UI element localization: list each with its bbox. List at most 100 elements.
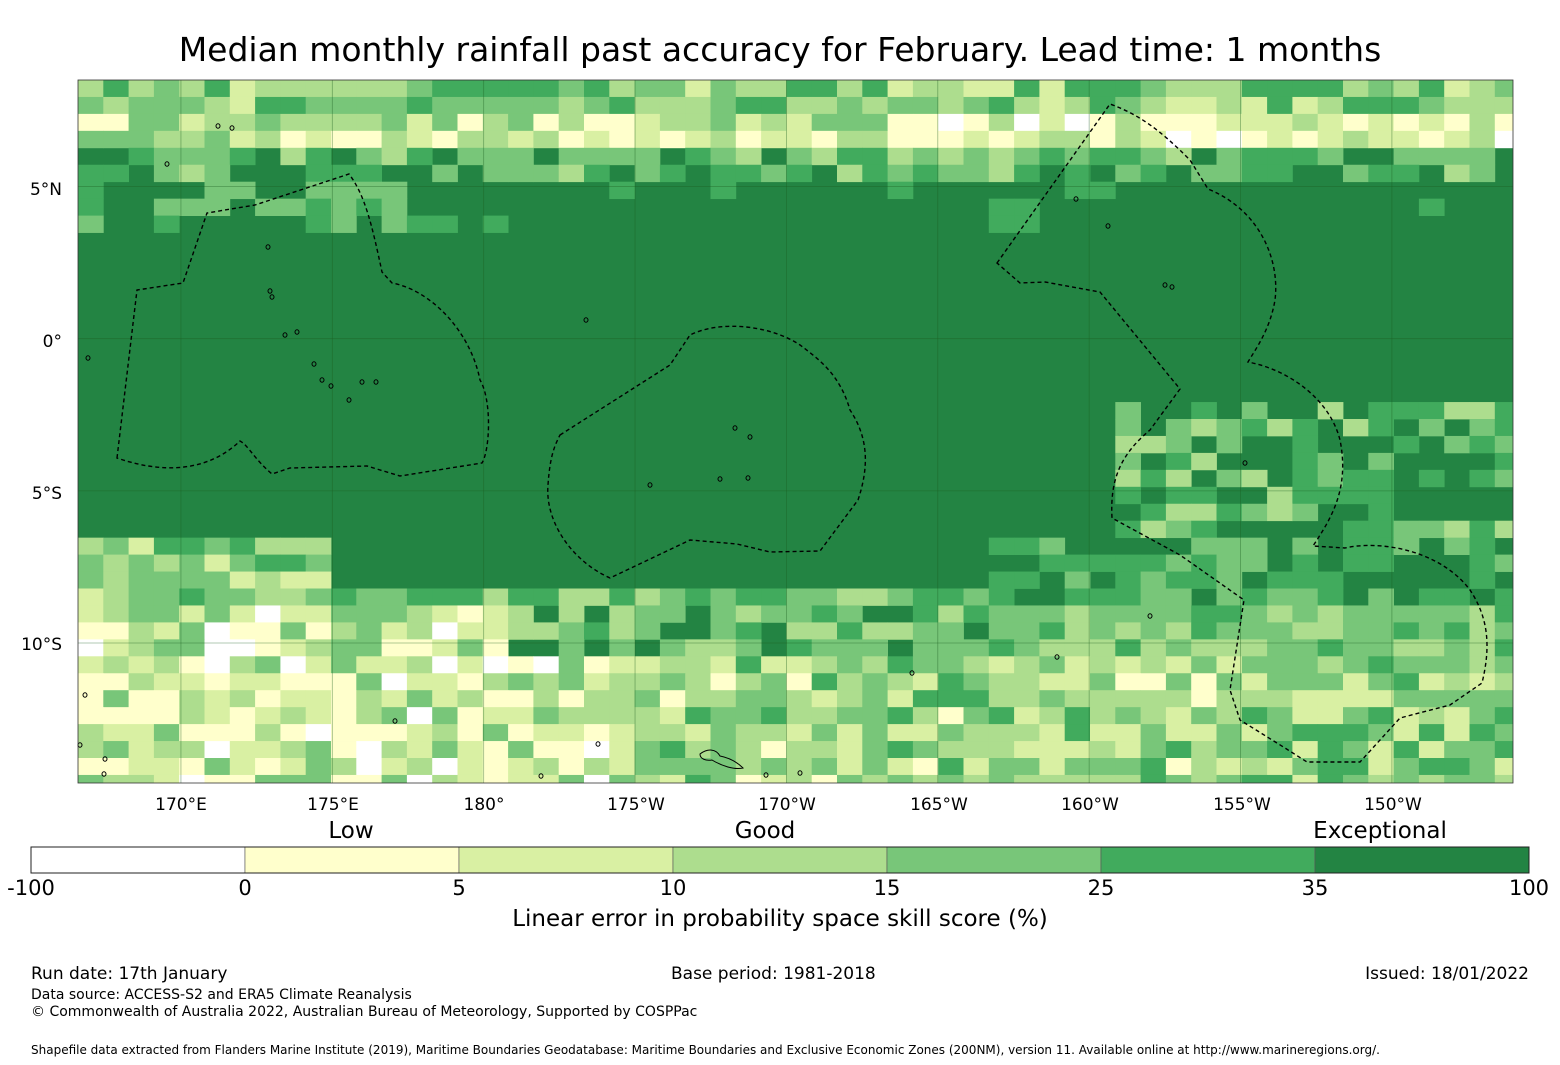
grid-cell — [1115, 486, 1141, 505]
grid-cell — [128, 605, 155, 623]
grid-cell — [1444, 435, 1470, 454]
grid-cell — [558, 690, 585, 708]
grid-cell — [533, 774, 560, 783]
grid-cell — [659, 724, 686, 742]
grid-cell — [229, 758, 256, 776]
grid-cell — [1140, 147, 1167, 166]
grid-cell — [356, 80, 382, 98]
grid-cell — [204, 741, 231, 759]
grid-cell — [963, 673, 990, 691]
grid-cell — [406, 639, 433, 657]
grid-cell — [735, 113, 762, 132]
grid-cell — [305, 741, 332, 759]
grid-cell — [710, 588, 737, 606]
grid-cell — [153, 198, 180, 216]
grid-cell — [78, 198, 104, 216]
island-coastlines — [77, 123, 1248, 779]
lon-label-160w: 160°W — [1061, 795, 1119, 815]
grid-cell — [988, 80, 1015, 98]
grid-cell — [1469, 469, 1496, 488]
grid-cell — [331, 741, 357, 759]
grid-cell — [1317, 690, 1344, 708]
grid-cell — [912, 690, 939, 708]
lon-label-165w: 165°W — [910, 795, 968, 815]
grid-cell — [482, 605, 509, 623]
grid-cell — [1444, 130, 1470, 149]
grid-cell — [432, 588, 458, 606]
grid-cell — [533, 673, 560, 691]
grid-cell — [1241, 673, 1268, 691]
grid-cell — [1216, 164, 1243, 183]
grid-cell — [862, 622, 888, 640]
grid-cell — [1267, 571, 1293, 589]
grid-cell — [179, 80, 205, 98]
grid-cell — [1090, 673, 1116, 691]
grid-cell — [482, 130, 509, 149]
grid-cell — [482, 741, 509, 759]
grid-cell — [482, 758, 509, 776]
grid-cell — [1267, 147, 1293, 166]
grid-cell — [786, 588, 813, 606]
grid-cell — [128, 707, 155, 725]
grid-cell — [786, 758, 813, 776]
grid-cell — [179, 113, 205, 132]
grid-cell — [78, 707, 104, 725]
grid-cell — [305, 622, 332, 640]
grid-cell — [229, 554, 256, 572]
grid-cell — [1444, 96, 1470, 115]
colorbar-segment — [30, 846, 246, 874]
grid-cell — [356, 741, 382, 759]
grid-cell — [305, 571, 332, 589]
grid-cell — [735, 639, 762, 657]
grid-cell — [963, 96, 990, 115]
grid-cell — [837, 774, 863, 783]
grid-cell — [128, 96, 155, 115]
grid-cell — [204, 181, 231, 200]
grid-cell — [609, 588, 635, 606]
grid-cell — [153, 80, 180, 98]
grid-cell — [1317, 622, 1344, 640]
skill-score-grid — [78, 80, 1513, 783]
grid-cell — [811, 639, 838, 657]
grid-cell — [988, 758, 1015, 776]
grid-cell — [584, 622, 610, 640]
grid-cell — [1090, 554, 1116, 572]
grid-cell — [153, 605, 180, 623]
grid-cell — [1064, 741, 1091, 759]
lon-label-170e: 170°E — [155, 795, 207, 815]
grid-cell — [1494, 656, 1513, 674]
grid-cell — [381, 96, 408, 115]
grid-cell — [229, 639, 256, 657]
grid-cell — [584, 774, 610, 783]
grid-cell — [179, 774, 205, 783]
grid-cell — [179, 741, 205, 759]
grid-cell — [1140, 724, 1167, 742]
grid-cell — [1115, 419, 1141, 437]
grid-cell — [786, 96, 813, 115]
grid-cell — [1444, 774, 1470, 783]
grid-cell — [305, 690, 332, 708]
grid-cell — [356, 724, 382, 742]
grid-cell — [1418, 724, 1445, 742]
grid-cell — [988, 673, 1015, 691]
grid-cell — [1393, 402, 1420, 420]
grid-cell — [255, 690, 281, 708]
grid-cell — [78, 605, 104, 623]
grid-cell — [1165, 690, 1192, 708]
grid-cell — [761, 690, 787, 708]
grid-cell — [1216, 469, 1243, 488]
grid-cell — [1292, 537, 1319, 555]
grid-cell — [1368, 622, 1394, 640]
grid-cell — [1191, 80, 1217, 98]
grid-cell — [1368, 520, 1394, 539]
island-outline — [797, 770, 803, 776]
grid-cell — [508, 656, 534, 674]
grid-cell — [280, 198, 307, 216]
island-outline — [269, 294, 275, 300]
grid-cell — [381, 147, 408, 166]
grid-cell — [1039, 605, 1066, 623]
grid-cell — [988, 164, 1015, 183]
grid-cell — [482, 656, 509, 674]
grid-cell — [1393, 758, 1420, 776]
colorbar-segment — [672, 846, 888, 874]
